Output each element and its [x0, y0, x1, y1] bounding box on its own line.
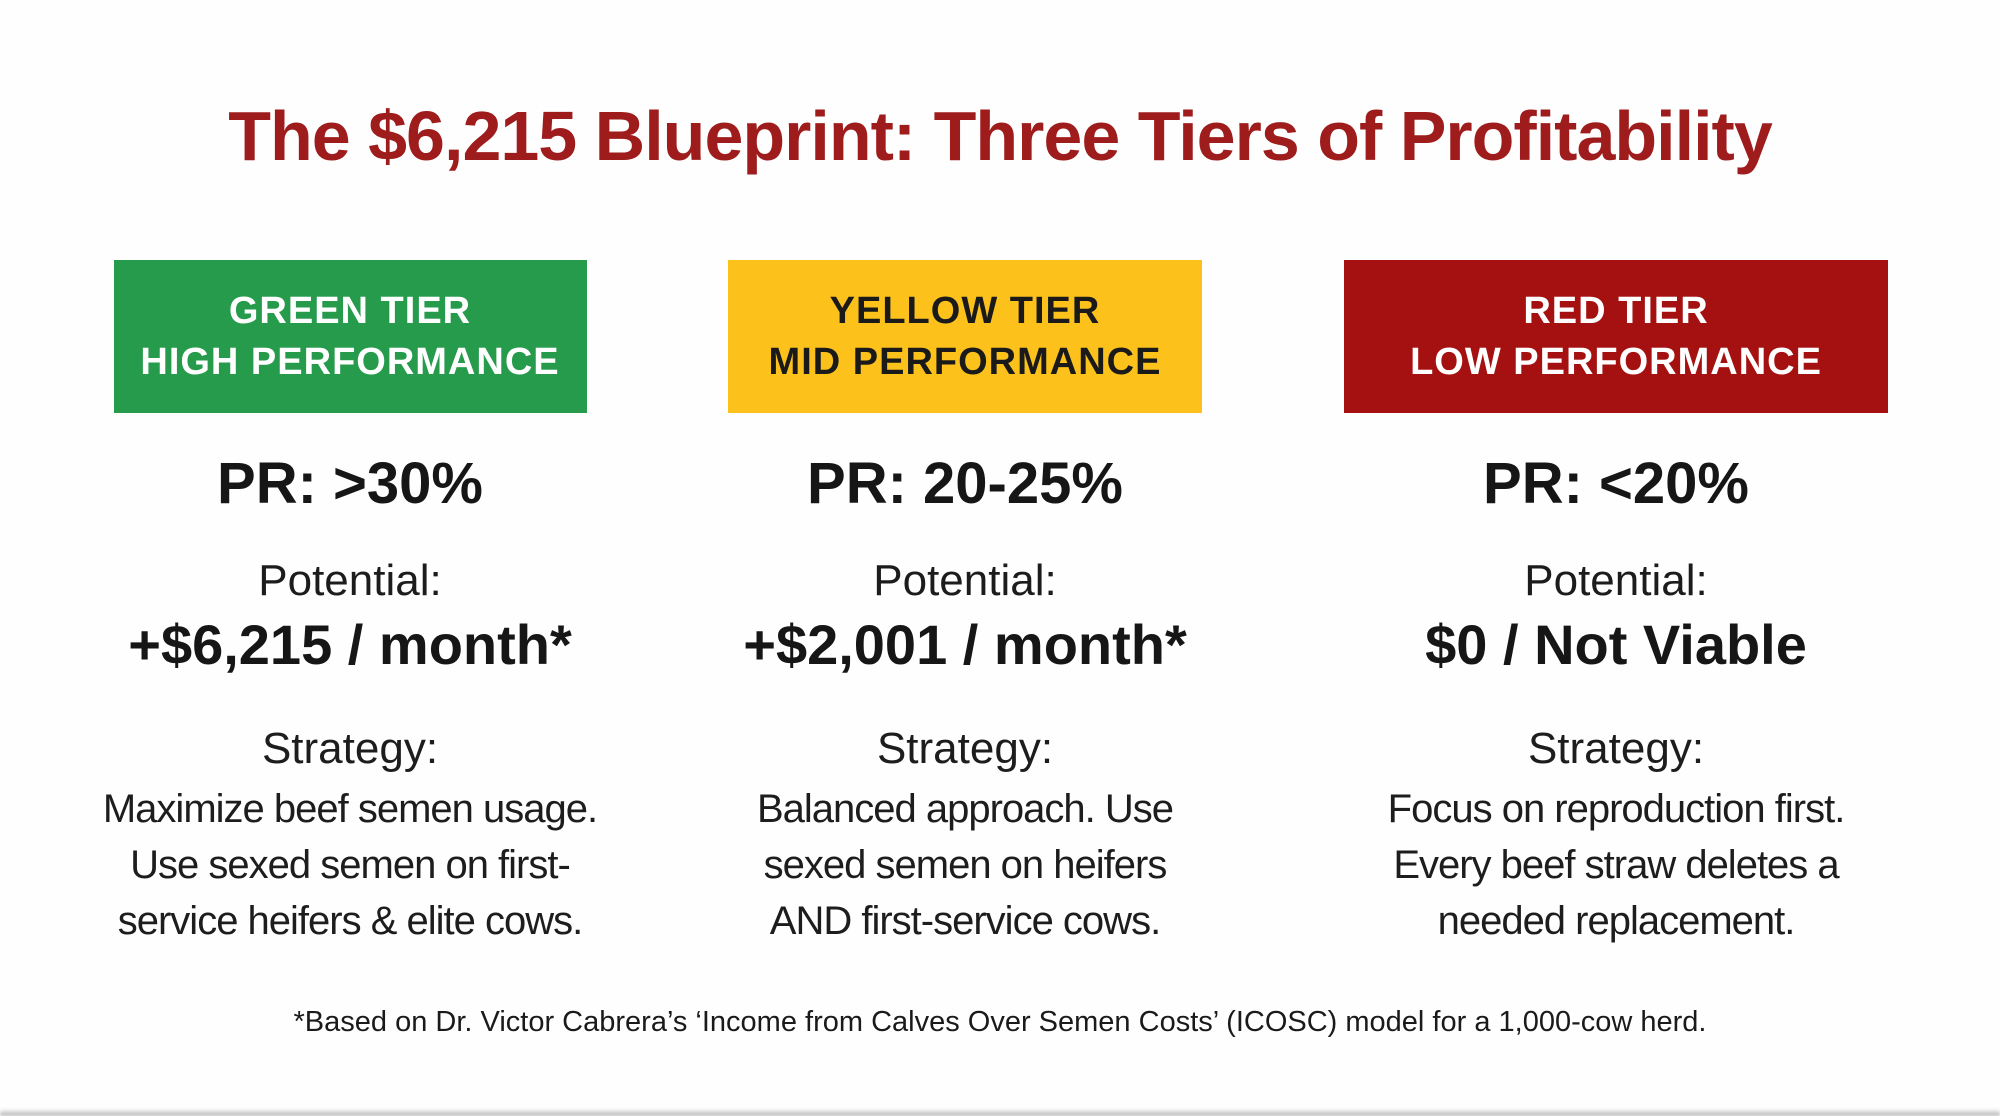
- tier-header-label-green: GREEN TIER HIGH PERFORMANCE: [140, 290, 560, 383]
- pr-value-yellow: PR: 20-25%: [807, 451, 1123, 516]
- potential-value-yellow: +$2,001 / month*: [743, 613, 1187, 676]
- potential-value-green: +$6,215 / month*: [128, 613, 572, 676]
- strategy-label-red: Strategy:: [1527, 724, 1705, 774]
- tier-header-label-yellow: YELLOW TIER MID PERFORMANCE: [768, 290, 1162, 383]
- page-title: The $6,215 Blueprint: Three Tiers of Pro…: [228, 97, 1773, 175]
- tier-column-green: GREEN TIER HIGH PERFORMANCE PR: >30% Pot…: [60, 260, 640, 949]
- pr-value-green: PR: >30%: [217, 451, 483, 516]
- potential-label-yellow: Potential:: [873, 556, 1057, 605]
- strategy-label-green: Strategy:: [261, 724, 439, 774]
- strategy-text-red: Focus on reproduction first. Every beef …: [1387, 787, 1846, 944]
- tier-header-box-red: RED TIER LOW PERFORMANCE: [1344, 260, 1888, 413]
- footnote: *Based on Dr. Victor Cabrera’s ‘Income f…: [293, 1006, 1707, 1038]
- strategy-text-yellow: Balanced approach. Use sexed semen on he…: [756, 787, 1174, 944]
- bottom-edge-artifact: [0, 1109, 2000, 1116]
- tier-column-red: RED TIER LOW PERFORMANCE PR: <20% Potent…: [1326, 260, 1906, 949]
- tier-header-box-yellow: YELLOW TIER MID PERFORMANCE: [728, 260, 1202, 413]
- strategy-label-yellow: Strategy:: [876, 724, 1054, 774]
- strategy-text-green: Maximize beef semen usage. Use sexed sem…: [102, 787, 598, 944]
- potential-label-red: Potential:: [1524, 556, 1708, 605]
- tier-header-label-red: RED TIER LOW PERFORMANCE: [1410, 290, 1822, 383]
- potential-label-green: Potential:: [258, 556, 442, 605]
- pr-value-red: PR: <20%: [1483, 451, 1749, 516]
- tier-column-yellow: YELLOW TIER MID PERFORMANCE PR: 20-25% P…: [675, 260, 1255, 949]
- tier-header-box-green: GREEN TIER HIGH PERFORMANCE: [113, 260, 587, 413]
- potential-value-red: $0 / Not Viable: [1425, 613, 1807, 676]
